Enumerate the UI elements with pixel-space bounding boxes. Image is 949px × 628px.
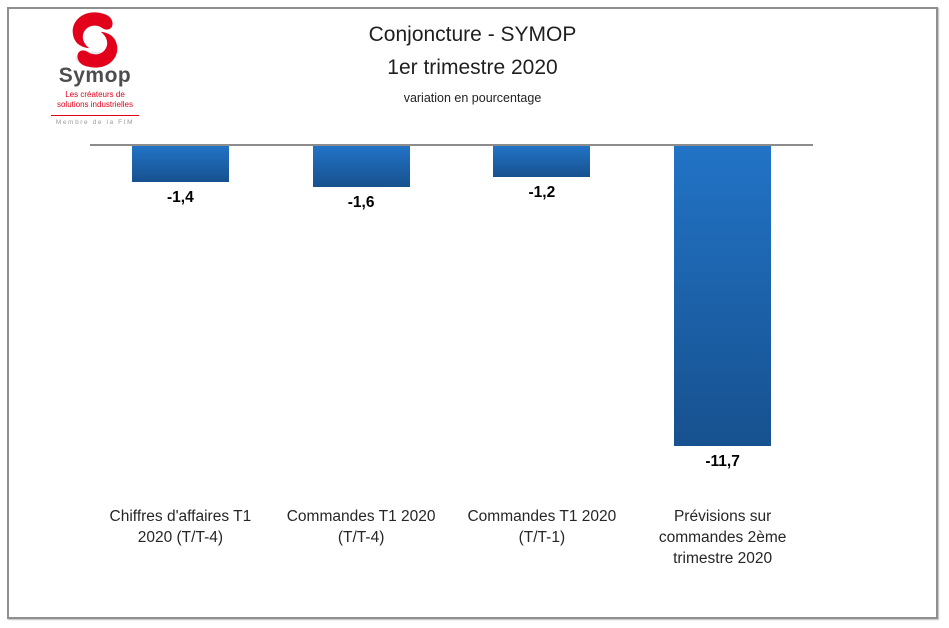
bar — [674, 146, 772, 446]
category-label: Prévisions sur commandes 2ème trimestre … — [658, 508, 787, 567]
zero-axis-line — [90, 144, 813, 146]
bar — [493, 146, 591, 177]
bar-group: -1,6 — [271, 146, 452, 212]
category-axis: Chiffres d'affaires T1 2020 (T/T-4) Comma… — [90, 507, 813, 569]
bar-value-label: -1,4 — [167, 189, 194, 206]
logo-tagline: Les créateurs de solutions industrielles — [56, 90, 134, 110]
bar-group: -11,7 — [632, 146, 813, 471]
logo-divider — [51, 114, 139, 116]
bar-group: -1,4 — [90, 146, 271, 207]
bar-value-label: -1,6 — [347, 194, 375, 211]
bar — [312, 146, 410, 187]
slide: Symop Les créateurs de solutions industr… — [7, 7, 938, 619]
category-label: Chiffres d'affaires T1 2020 (T/T-4) — [109, 508, 252, 546]
category-label: Commandes T1 2020 (T/T-4) — [286, 508, 436, 546]
bar-value-label: -1,2 — [528, 184, 556, 201]
bar-group: -1,2 — [452, 146, 633, 202]
logo-membership: Membre de la FIM — [55, 118, 135, 126]
category-label: Commandes T1 2020 (T/T-1) — [467, 508, 617, 546]
plot-area: -1,4 -1,6 -1,2 -11,7 — [90, 146, 813, 471]
symop-logo: Symop Les créateurs de solutions industr… — [29, 11, 161, 126]
symop-swirl-icon — [72, 12, 118, 68]
bar-value-label: -11,7 — [705, 453, 740, 470]
chart-note: variation en pourcentage — [403, 91, 542, 105]
logo-name: Symop — [58, 64, 132, 87]
chart-title: Conjoncture - SYMOP — [368, 23, 577, 46]
chart-header: Conjoncture - SYMOP 1er trimestre 2020 v… — [9, 23, 936, 105]
chart-subtitle: 1er trimestre 2020 — [387, 56, 558, 79]
bar — [131, 146, 229, 182]
